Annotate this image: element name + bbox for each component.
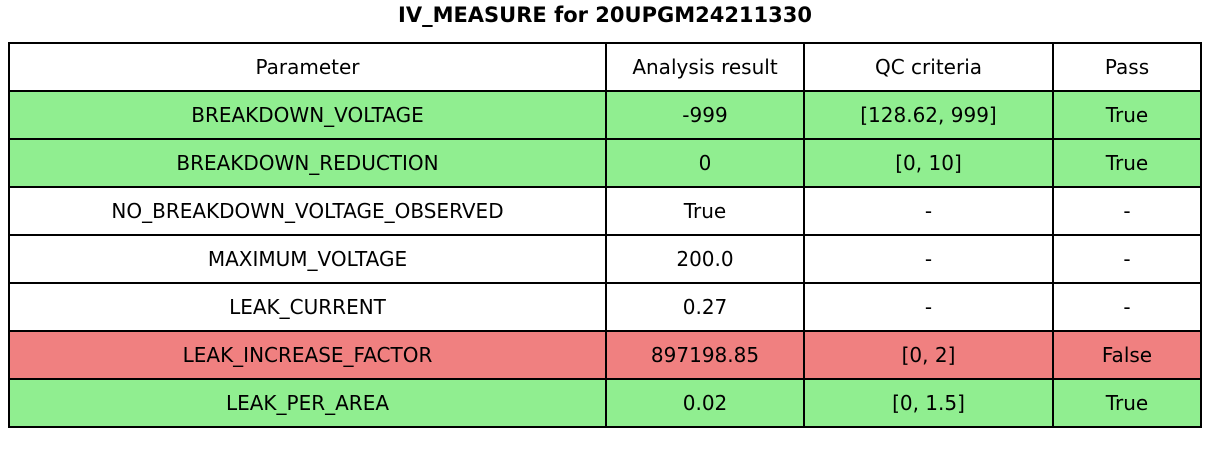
cell-qc-criteria: - [803,282,1054,332]
cell-pass: - [1052,282,1202,332]
cell-pass: - [1052,186,1202,236]
figure-title: IV_MEASURE for 20UPGM24211330 [398,3,812,27]
cell-qc-criteria: - [803,234,1054,284]
cell-parameter: MAXIMUM_VOLTAGE [8,234,607,284]
cell-parameter: LEAK_PER_AREA [8,378,607,428]
cell-qc-criteria: [128.62, 999] [803,90,1054,140]
cell-parameter: LEAK_INCREASE_FACTOR [8,330,607,380]
table-row: LEAK_INCREASE_FACTOR 897198.85 [0, 2] False [8,330,1202,380]
header-row: Parameter Analysis result QC criteria Pa… [8,42,1202,92]
cell-pass: True [1052,90,1202,140]
table-row: LEAK_CURRENT 0.27- - [8,282,1202,332]
cell-analysis-result: 0.02 [605,378,805,428]
cell-pass: True [1052,378,1202,428]
cell-analysis-result: 0 [605,138,805,188]
cell-analysis-result: 897198.85 [605,330,805,380]
cell-qc-criteria: - [803,186,1054,236]
header-analysis-result: Analysis result [605,42,805,92]
cell-parameter: BREAKDOWN_VOLTAGE [8,90,607,140]
cell-parameter: LEAK_CURRENT [8,282,607,332]
cell-analysis-result: -999 [605,90,805,140]
table-row: BREAKDOWN_VOLTAGE -999 [128.62, 999] True [8,90,1202,140]
cell-pass: False [1052,330,1202,380]
table-row: NO_BREAKDOWN_VOLTAGE_OBSERVED True - - [8,186,1202,236]
cell-qc-criteria: [0, 1.5] [803,378,1054,428]
cell-analysis-result: True [605,186,805,236]
header-qc-criteria: QC criteria [803,42,1054,92]
cell-pass: - [1052,234,1202,284]
header-pass: Pass [1052,42,1202,92]
header-parameter: Parameter [8,42,607,92]
cell-qc-criteria: [0, 2] [803,330,1054,380]
table-row: LEAK_PER_AREA 0.02 [0, 1.5] True [8,378,1202,428]
cell-pass: True [1052,138,1202,188]
table-row: BREAKDOWN_REDUCTION 0 [0, 10] True [8,138,1202,188]
cell-parameter: NO_BREAKDOWN_VOLTAGE_OBSERVED [8,186,607,236]
cell-parameter: BREAKDOWN_REDUCTION [8,138,607,188]
table-row: MAXIMUM_VOLTAGE 200.0- - [8,234,1202,284]
cell-analysis-result: 0.27 [605,282,805,332]
cell-analysis-result: 200.0 [605,234,805,284]
qc-results-table: Parameter Analysis result QC criteria Pa… [8,42,1202,428]
cell-qc-criteria: [0, 10] [803,138,1054,188]
